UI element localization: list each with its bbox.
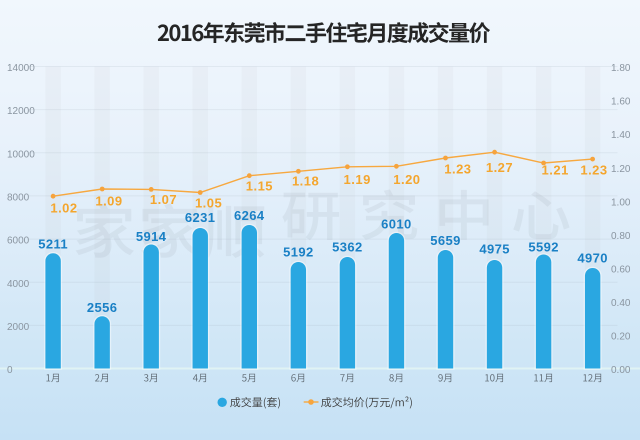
svg-text:1.21: 1.21 bbox=[542, 162, 569, 177]
svg-text:4970: 4970 bbox=[577, 251, 608, 266]
svg-text:0.60: 0.60 bbox=[611, 264, 631, 275]
svg-text:6000: 6000 bbox=[7, 236, 30, 247]
svg-text:1.20: 1.20 bbox=[393, 172, 420, 187]
svg-text:4000: 4000 bbox=[7, 279, 30, 290]
svg-text:5914: 5914 bbox=[136, 229, 167, 244]
svg-text:5192: 5192 bbox=[283, 245, 314, 260]
svg-text:14000: 14000 bbox=[7, 63, 35, 74]
svg-text:5659: 5659 bbox=[430, 233, 461, 248]
svg-text:1.20: 1.20 bbox=[611, 164, 631, 175]
svg-text:1.23: 1.23 bbox=[580, 163, 607, 178]
svg-text:1.40: 1.40 bbox=[611, 130, 631, 141]
svg-text:5592: 5592 bbox=[528, 240, 559, 255]
svg-text:1.02: 1.02 bbox=[50, 201, 77, 216]
svg-text:12000: 12000 bbox=[7, 106, 35, 117]
svg-text:1.80: 1.80 bbox=[611, 63, 631, 74]
svg-text:2556: 2556 bbox=[87, 300, 118, 315]
svg-text:0.40: 0.40 bbox=[611, 298, 631, 309]
svg-text:1.00: 1.00 bbox=[611, 197, 631, 208]
svg-text:6010: 6010 bbox=[381, 217, 412, 232]
svg-text:5211: 5211 bbox=[38, 237, 68, 252]
svg-text:4975: 4975 bbox=[479, 242, 510, 257]
svg-text:8000: 8000 bbox=[7, 193, 30, 204]
svg-text:1.07: 1.07 bbox=[150, 192, 177, 207]
svg-text:6231: 6231 bbox=[185, 210, 216, 225]
svg-text:10000: 10000 bbox=[7, 149, 35, 160]
svg-text:0: 0 bbox=[7, 365, 13, 376]
svg-text:0.80: 0.80 bbox=[611, 231, 631, 242]
svg-text:1.60: 1.60 bbox=[611, 97, 631, 108]
svg-text:1.27: 1.27 bbox=[486, 160, 513, 175]
svg-text:6264: 6264 bbox=[234, 208, 265, 223]
svg-text:1.23: 1.23 bbox=[444, 161, 471, 176]
svg-text:0.00: 0.00 bbox=[611, 365, 631, 376]
svg-text:1.09: 1.09 bbox=[95, 194, 122, 209]
svg-text:2000: 2000 bbox=[7, 322, 30, 333]
svg-text:1.18: 1.18 bbox=[292, 173, 319, 188]
svg-text:5362: 5362 bbox=[332, 240, 363, 255]
svg-text:0.20: 0.20 bbox=[611, 332, 631, 343]
svg-text:1.15: 1.15 bbox=[246, 179, 273, 194]
svg-text:1.19: 1.19 bbox=[344, 172, 371, 187]
svg-text:1.05: 1.05 bbox=[195, 195, 222, 210]
